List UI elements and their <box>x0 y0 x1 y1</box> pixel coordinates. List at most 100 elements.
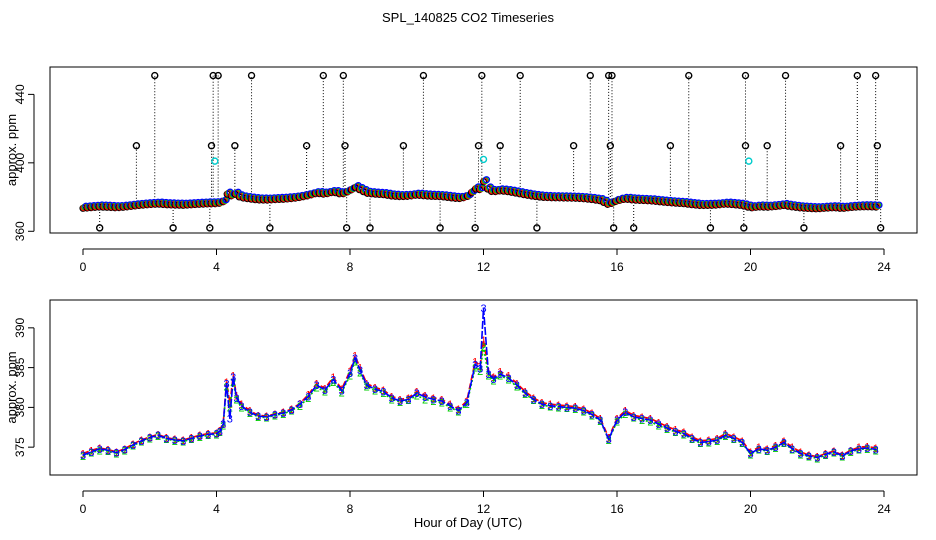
spike-high-point <box>209 71 217 80</box>
series-3-marker: 3 <box>739 437 745 449</box>
series-2-marker: 2 <box>656 421 662 433</box>
series-3-marker: 3 <box>490 374 496 386</box>
series-2-marker: 2 <box>581 406 587 418</box>
series-2-marker: 2 <box>280 409 286 421</box>
series-3-marker: 3 <box>706 437 712 449</box>
series-2-marker: 2 <box>781 438 787 450</box>
series-3-marker: 3 <box>105 445 111 457</box>
cyan-point <box>211 157 219 165</box>
series-1-marker: 1 <box>380 385 386 397</box>
spike-mid-point <box>741 142 750 150</box>
series-3-marker: 3 <box>589 410 595 422</box>
series-2-marker: 2 <box>756 445 762 457</box>
series-3-marker: 3 <box>756 444 762 456</box>
series-2-marker: 2 <box>405 395 411 407</box>
series-3-marker: 3 <box>430 394 436 406</box>
series-3-marker: 3 <box>531 394 537 406</box>
series-3-marker: 3 <box>414 388 420 400</box>
series-3-marker: 3 <box>572 403 578 415</box>
series-line-3 <box>82 307 876 459</box>
spike-low-point <box>800 224 808 232</box>
series-2-marker: 2 <box>439 398 445 410</box>
series-1-marker: 1 <box>330 372 336 384</box>
series-3-marker: 3 <box>485 369 491 381</box>
series-2-marker: 2 <box>88 448 94 460</box>
series-2-marker: 2 <box>490 375 496 387</box>
series-3-marker: 3 <box>339 386 345 398</box>
series-2-marker: 2 <box>213 429 219 441</box>
spike-low-point <box>876 224 885 232</box>
series-2-marker: 2 <box>747 449 753 461</box>
baseline-point <box>482 176 491 184</box>
series-3-marker: 3 <box>364 380 370 392</box>
series-3-marker: 3 <box>439 396 445 408</box>
series-2-marker: 2 <box>113 449 119 461</box>
spike-mid-point <box>341 142 349 150</box>
x-tick-label: 8 <box>347 260 354 274</box>
series-2-marker: 2 <box>97 445 103 457</box>
series-2-marker: 2 <box>697 438 703 450</box>
series-2-marker: 2 <box>631 413 637 425</box>
series-2-marker: 2 <box>873 445 879 457</box>
spike-low-point <box>95 224 104 232</box>
series-3-marker: 3 <box>163 433 169 445</box>
series-3-marker: 3 <box>138 436 144 448</box>
y-tick-label: 400 <box>13 153 27 173</box>
series-3-marker: 3 <box>472 359 478 371</box>
series-3-marker: 3 <box>297 399 303 411</box>
series-1-marker: 1 <box>223 377 229 389</box>
spike-mid-point <box>399 142 408 150</box>
spike-high-point <box>247 71 256 80</box>
spike-low-point <box>342 224 351 232</box>
series-3-marker: 3 <box>664 423 670 435</box>
y-tick-label: 440 <box>13 84 27 104</box>
series-2-marker: 2 <box>247 408 253 420</box>
series-3-marker: 3 <box>672 426 678 438</box>
spike-high-point <box>214 71 222 80</box>
spike-low-point <box>740 224 748 232</box>
series-3-marker: 3 <box>831 447 837 459</box>
spike-mid-point <box>132 142 141 150</box>
series-3-marker: 3 <box>477 363 483 375</box>
x-tick-label: 24 <box>877 502 891 516</box>
series-3-marker: 3 <box>480 303 486 315</box>
series-3-marker: 3 <box>798 449 804 461</box>
series-2-marker: 2 <box>831 448 837 460</box>
spike-high-point <box>151 71 159 80</box>
series-2-marker: 2 <box>233 394 239 406</box>
spike-low-point <box>706 224 715 232</box>
series-2-marker: 2 <box>480 342 486 354</box>
series-2-marker: 2 <box>689 434 695 446</box>
series-2-marker: 2 <box>322 386 328 398</box>
series-2-marker: 2 <box>772 443 778 455</box>
series-3-marker: 3 <box>305 391 311 403</box>
series-3-marker: 3 <box>731 433 737 445</box>
series-2-marker: 2 <box>238 402 244 414</box>
x-tick-label: 4 <box>213 260 220 274</box>
baseline-point <box>875 201 883 209</box>
series-1-marker: 1 <box>756 442 762 454</box>
series-3-marker: 3 <box>113 448 119 460</box>
top-panel: 0 4 8 12 16 20 24 360 400 440 approx. ppm <box>4 66 918 274</box>
x-tick-label: 24 <box>877 260 891 274</box>
series-3-marker: 3 <box>714 435 720 447</box>
series-3-marker: 3 <box>255 411 261 423</box>
series-3-marker: 3 <box>389 393 395 405</box>
series-3-marker: 3 <box>289 405 295 417</box>
spike-high-point <box>339 71 348 80</box>
series-2-marker: 2 <box>472 363 478 375</box>
series-3-marker: 3 <box>814 453 820 465</box>
series-2-marker: 2 <box>589 410 595 422</box>
series-3-marker: 3 <box>155 430 161 442</box>
spike-high-point <box>685 71 693 80</box>
series-2-marker: 2 <box>330 377 336 389</box>
series-1-marker: 1 <box>230 371 236 383</box>
series-3-marker: 3 <box>357 365 363 377</box>
series-1-marker: 1 <box>856 442 862 454</box>
series-3-marker: 3 <box>397 396 403 408</box>
series-3-marker: 3 <box>264 412 270 424</box>
series-1-marker: 1 <box>238 399 244 411</box>
spike-high-point <box>853 71 861 80</box>
series-2-marker: 2 <box>806 452 812 464</box>
